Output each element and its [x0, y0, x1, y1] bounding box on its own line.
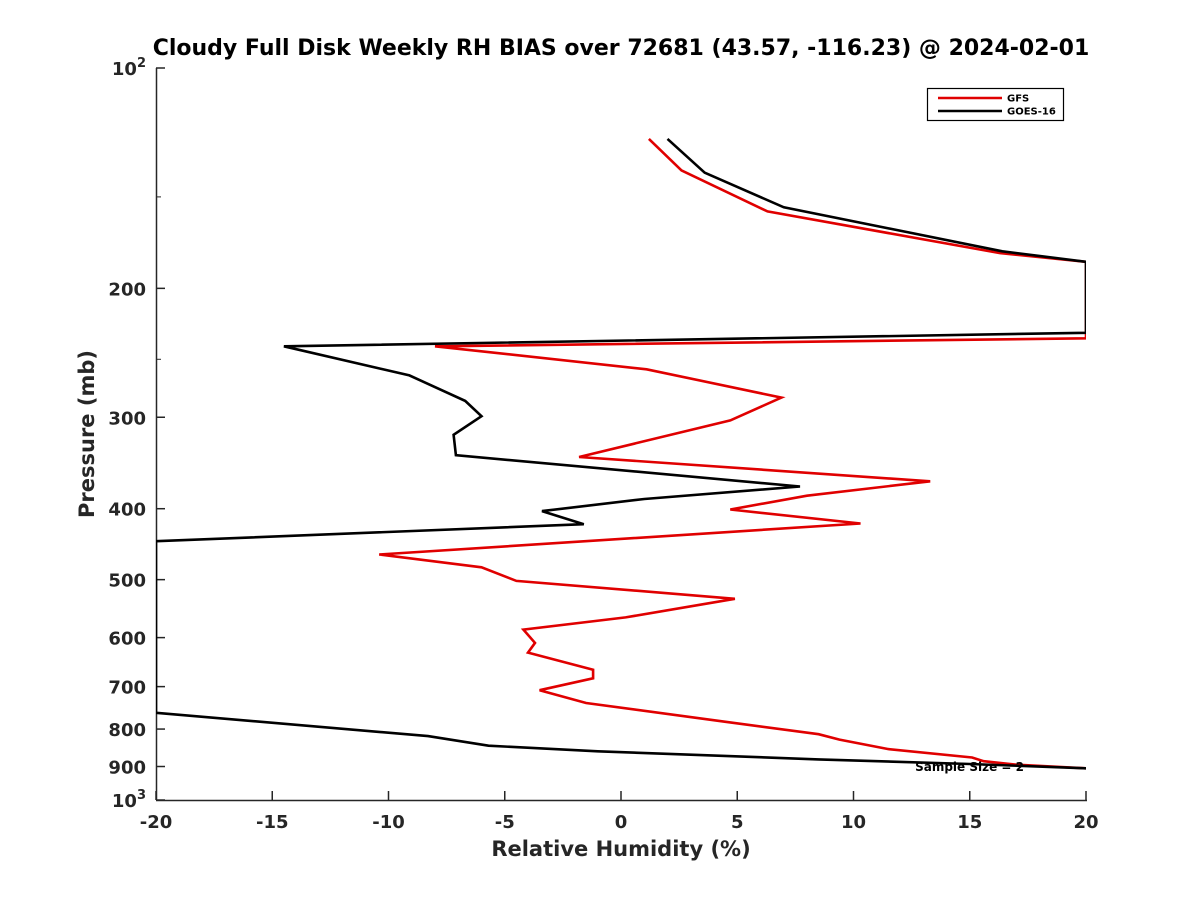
x-tick-label: -10 [372, 812, 405, 833]
y-tick-label: 400 [108, 500, 146, 521]
series-line-gfs [379, 137, 1086, 770]
legend-label-gfs: GFS [1007, 94, 1029, 105]
y-tick-label: 102 [112, 56, 146, 80]
legend-box [926, 87, 1065, 122]
legend: GFS GOES-16 [926, 87, 1065, 122]
x-tick-label: -5 [495, 812, 515, 833]
x-tick-label: -20 [140, 812, 173, 833]
sample-size-annotation: Sample Size = 2 [915, 760, 1024, 774]
x-tick-label: 15 [957, 812, 982, 833]
y-ticks: 102 200 300 400 500 600 700 800 900 103 [108, 56, 165, 812]
x-tick-label: 0 [615, 812, 628, 833]
x-ticks: -20 -15 -10 -5 0 5 10 15 20 [140, 791, 1099, 833]
y-tick-label: 700 [108, 678, 146, 699]
y-tick-label: 800 [108, 720, 146, 741]
x-tick-label: 10 [841, 812, 866, 833]
x-tick-label: -15 [256, 812, 289, 833]
y-tick-label: 600 [108, 629, 146, 650]
legend-label-goes-16: GOES-16 [1007, 107, 1056, 118]
chart-title: Cloudy Full Disk Weekly RH BIAS over 726… [153, 36, 1090, 61]
y-tick-label: 200 [108, 279, 146, 300]
series-line-goes-16 [156, 137, 1086, 770]
y-tick-label: 103 [112, 788, 146, 812]
x-axis-label: Relative Humidity (%) [491, 837, 750, 861]
x-tick-label: 5 [731, 812, 744, 833]
series-layer [156, 137, 1086, 770]
plot-area [155, 68, 1087, 802]
y-axis-label: Pressure (mb) [75, 350, 99, 518]
x-tick-label: 20 [1073, 812, 1098, 833]
y-tick-label: 500 [108, 571, 146, 592]
y-tick-label: 300 [108, 408, 146, 429]
y-tick-label: 900 [108, 758, 146, 779]
